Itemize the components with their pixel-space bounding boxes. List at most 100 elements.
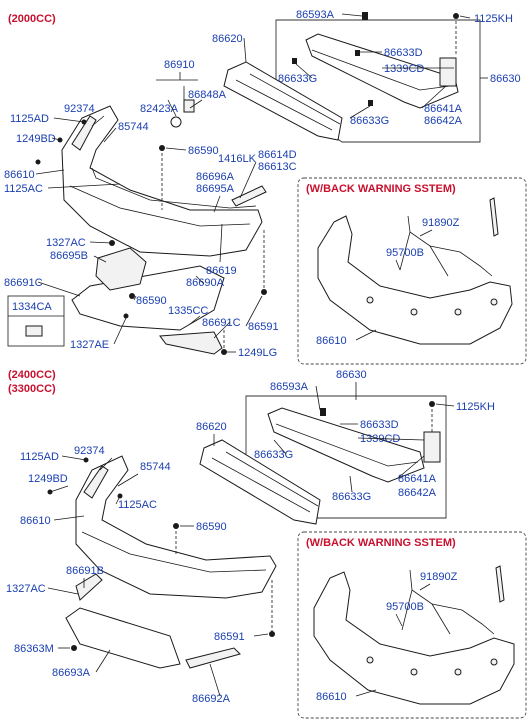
label-86642a-bottom: 86642A bbox=[398, 487, 437, 499]
rear-bumper-beam-bottom bbox=[267, 407, 425, 483]
warning-title-top: (W/BACK WARNING SSTEM) bbox=[306, 183, 456, 195]
label-1249bd: 1249BD bbox=[16, 133, 56, 145]
bumper-cover-with-sensors-top bbox=[317, 215, 513, 345]
sensor-b4 bbox=[490, 658, 498, 666]
side-bracket-bottom bbox=[83, 465, 109, 499]
label-1125ad: 1125AD bbox=[10, 113, 49, 125]
rear-bumper-cover-bottom bbox=[75, 455, 277, 599]
label-86633d: 86633D bbox=[384, 47, 423, 59]
label-86363m-bottom: 86363M bbox=[14, 643, 54, 655]
sensor-2 bbox=[410, 308, 418, 316]
lower-diffuser-86693a bbox=[65, 607, 181, 669]
moulding-86692a bbox=[185, 647, 241, 669]
sensor-4 bbox=[490, 298, 498, 306]
harness-bracket-bottom bbox=[495, 565, 505, 603]
warning-frame-bottom bbox=[297, 531, 527, 719]
label-86633g-a-bottom: 86633G bbox=[254, 449, 293, 461]
sensor-1 bbox=[366, 296, 374, 304]
label-86591: 86591 bbox=[248, 321, 279, 333]
label-85744: 85744 bbox=[118, 121, 149, 133]
label-1334ca: 1334CA bbox=[12, 301, 52, 313]
label-86591-bottom: 86591 bbox=[214, 631, 245, 643]
label-1125ac: 1125AC bbox=[4, 183, 43, 195]
label-86630: 86630 bbox=[490, 73, 521, 85]
label-92374: 92374 bbox=[64, 103, 95, 115]
label-86590-bottom: 86590 bbox=[196, 521, 227, 533]
label-86590: 86590 bbox=[188, 145, 219, 157]
label-86691c-a: 86691C bbox=[4, 277, 43, 289]
inset-box-1334ca bbox=[7, 295, 65, 347]
label-86610: 86610 bbox=[4, 169, 35, 181]
label-86619: 86619 bbox=[206, 265, 237, 277]
label-95700b-top: 95700B bbox=[386, 247, 424, 259]
label-1125kh: 1125KH bbox=[474, 13, 513, 25]
label-86613c: 86613C bbox=[258, 161, 297, 173]
clip-86633g-b bbox=[368, 100, 373, 106]
bottom-leader-lines bbox=[47, 382, 455, 697]
label-86691b-bottom: 86691B bbox=[66, 565, 104, 577]
label-86641a: 86641A bbox=[424, 103, 463, 115]
reflector-86613c bbox=[231, 185, 267, 207]
label-86690a: 86690A bbox=[186, 277, 225, 289]
label-1335cc: 1335CC bbox=[168, 305, 208, 317]
label-86590-b: 86590 bbox=[136, 295, 167, 307]
label-86695b: 86695B bbox=[50, 250, 88, 262]
label-86692a-bottom: 86692A bbox=[192, 693, 231, 705]
top-labels: 86593A 1125KH 86620 86633D 1339CD 86630 … bbox=[4, 9, 521, 359]
clip-1334ca bbox=[25, 325, 43, 337]
label-86620: 86620 bbox=[212, 33, 243, 45]
label-92374-bottom: 92374 bbox=[74, 445, 105, 457]
label-86633g-b: 86633G bbox=[350, 115, 389, 127]
sensor-b2 bbox=[410, 668, 418, 676]
label-86693a-bottom: 86693A bbox=[52, 667, 91, 679]
label-1249lg: 1249LG bbox=[238, 347, 277, 359]
label-86642a: 86642A bbox=[424, 115, 463, 127]
label-86620-bottom: 86620 bbox=[196, 421, 227, 433]
label-86610-warning-top: 86610 bbox=[316, 335, 347, 347]
energy-absorber-bottom bbox=[199, 439, 321, 525]
label-1125ad-bottom: 1125AD bbox=[20, 451, 59, 463]
mount-bracket bbox=[183, 99, 195, 113]
label-86910: 86910 bbox=[164, 59, 195, 71]
label-1339cd: 1339CD bbox=[384, 63, 424, 75]
under-cover-bracket bbox=[95, 247, 147, 291]
wiring-harness-bottom bbox=[401, 569, 495, 635]
label-86696a: 86696A bbox=[196, 171, 235, 183]
wiring-harness-top bbox=[399, 215, 493, 277]
label-86641a-bottom: 86641A bbox=[398, 473, 437, 485]
clip-86633d bbox=[355, 50, 360, 56]
grommet-82423a bbox=[170, 116, 182, 128]
label-86633d-bottom: 86633D bbox=[360, 419, 399, 431]
label-86610-warning-bottom: 86610 bbox=[316, 691, 347, 703]
side-bracket bbox=[71, 115, 97, 151]
sensor-b1 bbox=[366, 656, 374, 664]
label-1249bd-bottom: 1249BD bbox=[28, 473, 68, 485]
label-1327ac: 1327AC bbox=[46, 237, 86, 249]
label-91890z-top: 91890Z bbox=[422, 217, 460, 229]
beam-bracket-bottom bbox=[423, 431, 441, 463]
label-86633g-b-bottom: 86633G bbox=[332, 491, 371, 503]
engine-label-2000cc: (2000CC) bbox=[8, 13, 56, 25]
label-1327ac-bottom: 1327AC bbox=[6, 583, 46, 595]
clip-86593a bbox=[362, 12, 368, 20]
clip-86633g-a bbox=[292, 58, 297, 64]
engine-label-2400cc: (2400CC) bbox=[8, 369, 56, 381]
rear-bumper-beam bbox=[305, 33, 459, 109]
label-86691c-b: 86691C bbox=[202, 317, 241, 329]
label-1125ac-bottom: 1125AC bbox=[118, 499, 157, 511]
engine-label-3300cc: (3300CC) bbox=[8, 383, 56, 395]
label-82423a: 82423A bbox=[140, 103, 179, 115]
bolt-86591-bottom bbox=[269, 631, 275, 637]
label-86614d: 86614D bbox=[258, 149, 297, 161]
label-86593a-bottom: 86593A bbox=[270, 381, 309, 393]
label-86633g-a: 86633G bbox=[278, 73, 317, 85]
bumper-cover-with-sensors-bottom bbox=[313, 571, 515, 705]
sensor-b3 bbox=[454, 668, 462, 676]
label-86848a: 86848A bbox=[188, 89, 227, 101]
clip-1327ae bbox=[123, 313, 129, 319]
warning-title-bottom: (W/BACK WARNING SSTEM) bbox=[306, 537, 456, 549]
beam-bracket bbox=[439, 57, 457, 87]
label-85744-bottom: 85744 bbox=[140, 461, 171, 473]
label-1125kh-bottom: 1125KH bbox=[456, 401, 495, 413]
